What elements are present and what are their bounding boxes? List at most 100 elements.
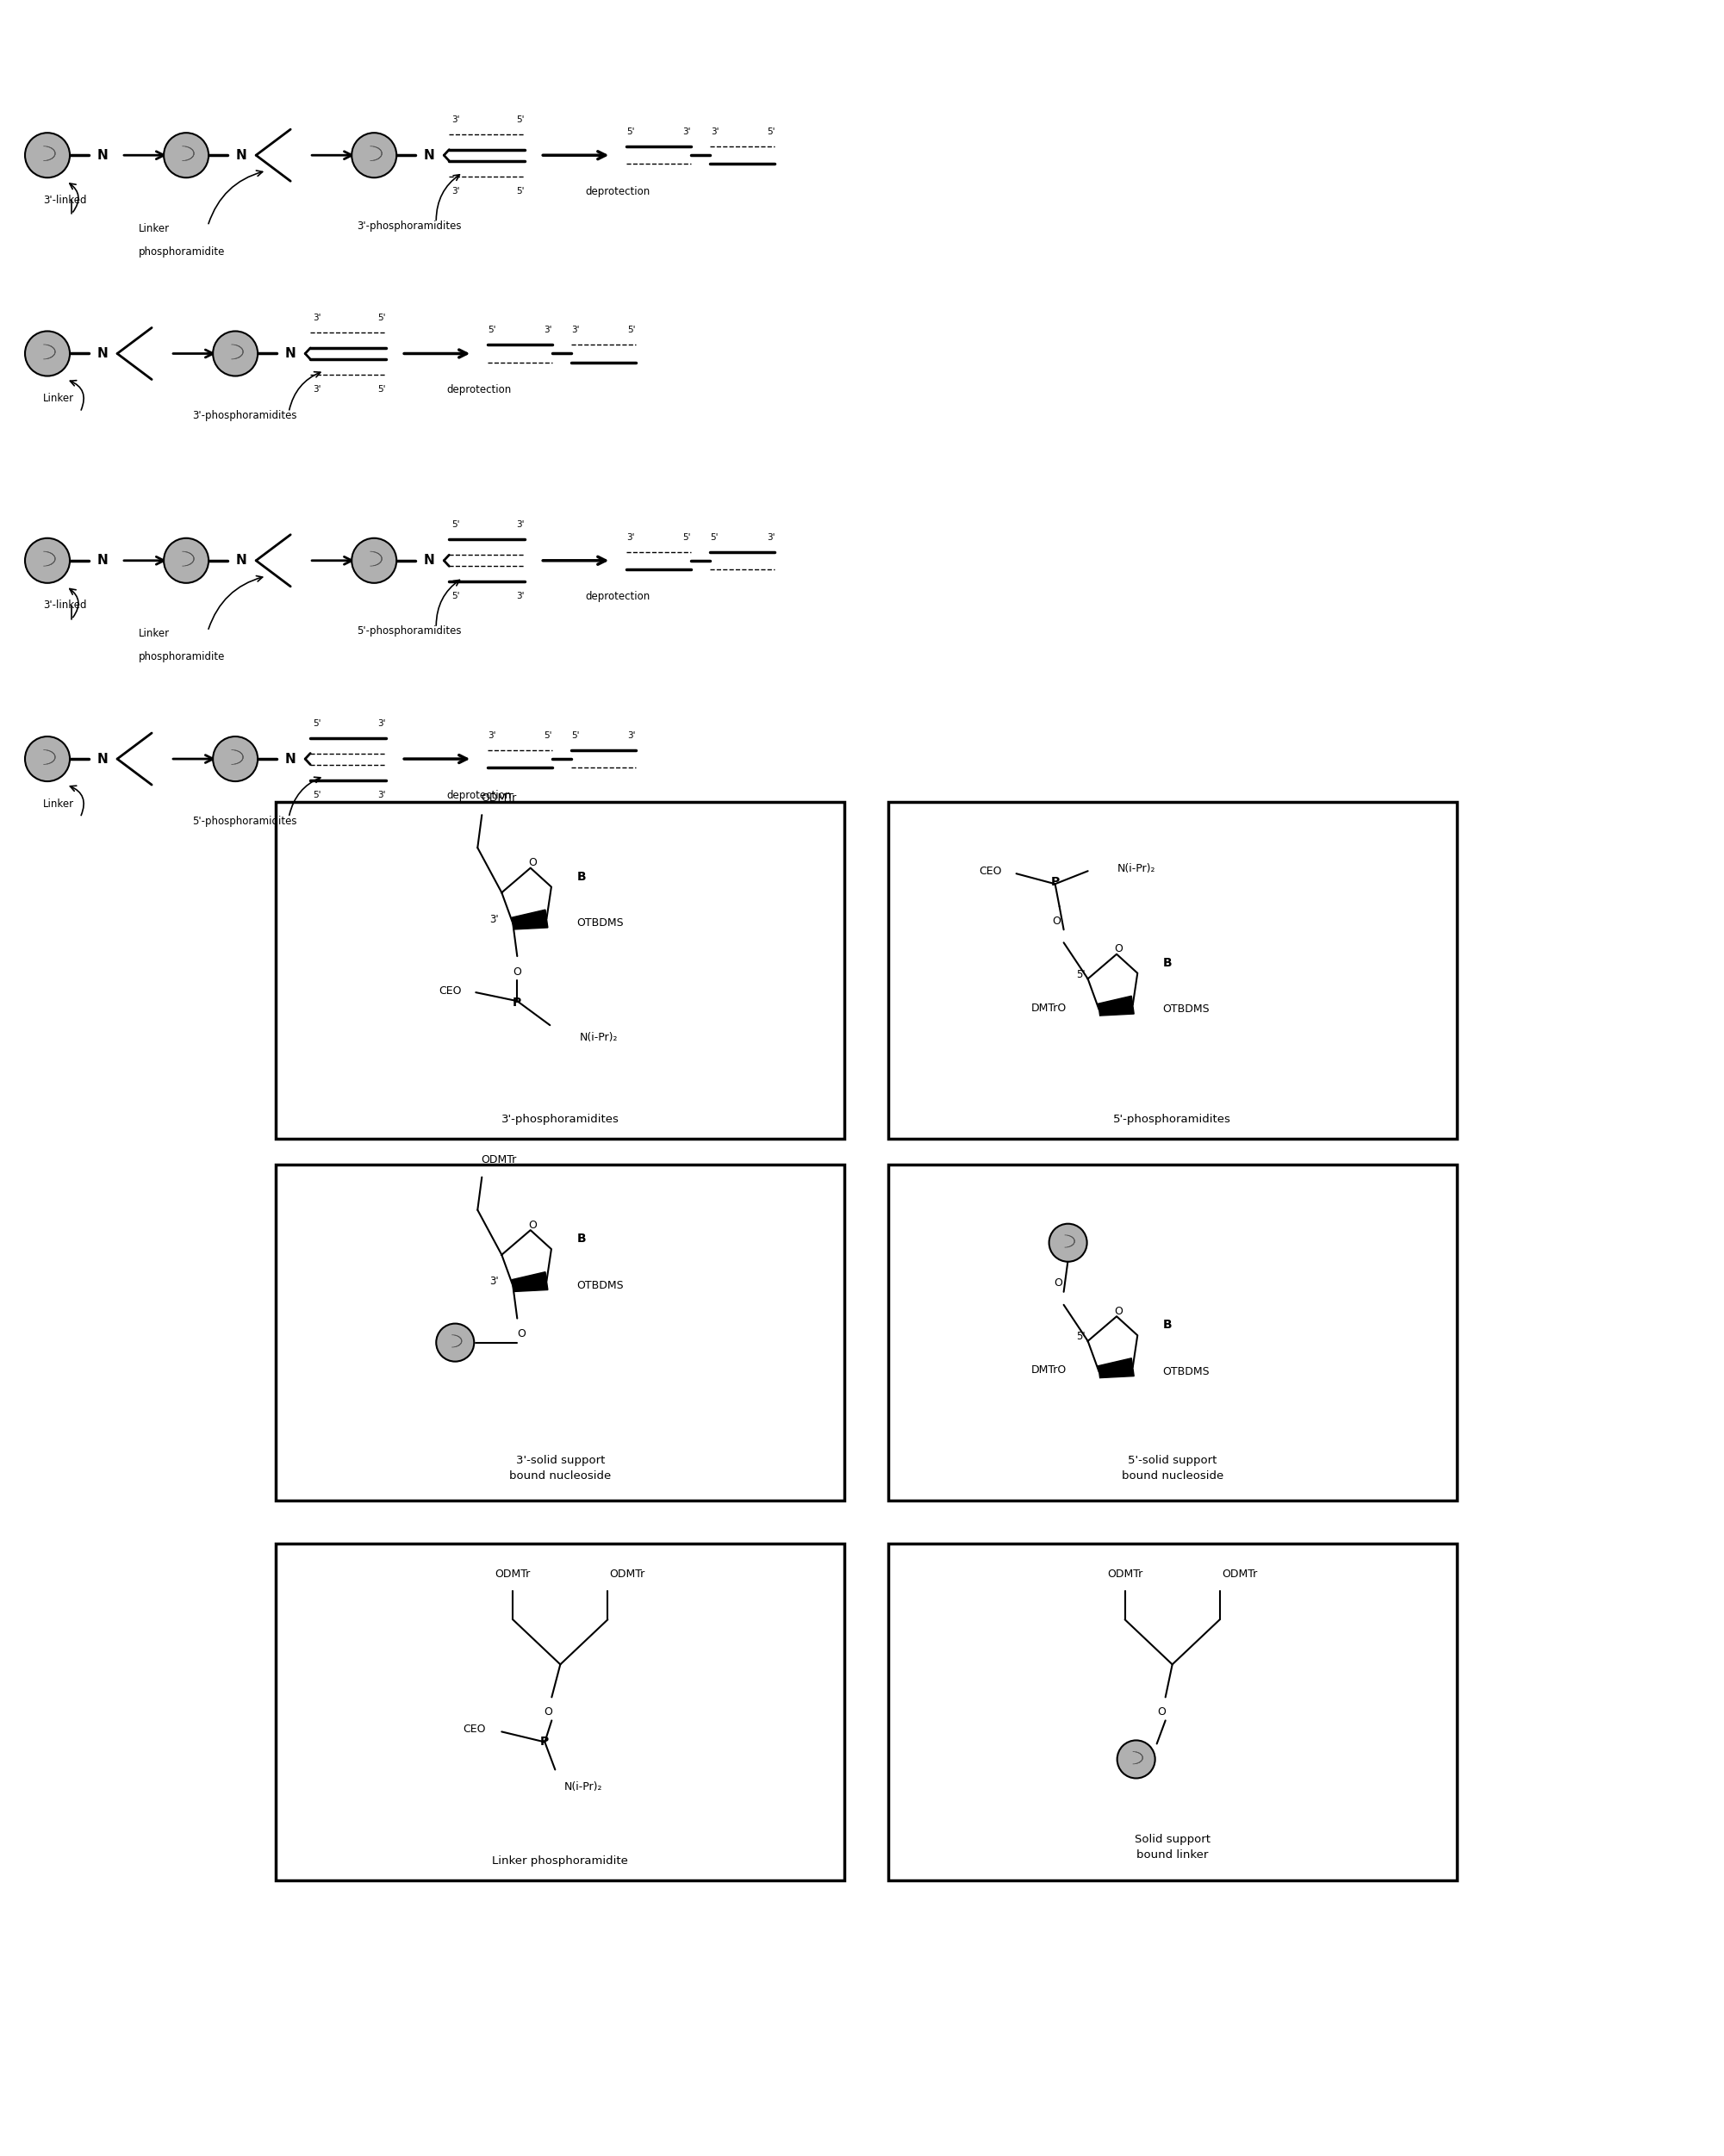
Text: B: B <box>578 1233 586 1244</box>
Text: 3': 3' <box>378 718 386 727</box>
Text: P: P <box>512 996 522 1009</box>
Text: OTBDMS: OTBDMS <box>1162 1367 1210 1378</box>
Text: 3': 3' <box>490 1276 498 1287</box>
Bar <box>276 1164 845 1501</box>
Text: N(i-Pr)₂: N(i-Pr)₂ <box>1117 862 1155 873</box>
Text: N: N <box>236 554 247 567</box>
Circle shape <box>214 332 259 375</box>
Text: N: N <box>284 752 297 765</box>
Text: ODMTr: ODMTr <box>481 791 517 804</box>
Text: N: N <box>236 149 247 162</box>
Text: deprotection: deprotection <box>586 591 650 602</box>
Text: 3'-linked: 3'-linked <box>43 194 86 205</box>
Text: 3'-linked: 3'-linked <box>43 599 86 610</box>
Bar <box>888 1164 1457 1501</box>
Text: N(i-Pr)₂: N(i-Pr)₂ <box>564 1781 602 1792</box>
Text: B: B <box>1164 1319 1172 1330</box>
Text: 3'-solid support
bound nucleoside: 3'-solid support bound nucleoside <box>509 1455 612 1481</box>
Text: O: O <box>545 1705 552 1718</box>
Text: 5'-solid support
bound nucleoside: 5'-solid support bound nucleoside <box>1121 1455 1224 1481</box>
Text: N: N <box>97 347 109 360</box>
Text: 5': 5' <box>517 188 524 196</box>
Polygon shape <box>512 1272 548 1291</box>
Polygon shape <box>1098 1358 1134 1378</box>
Polygon shape <box>1098 996 1134 1015</box>
Text: DMTrO: DMTrO <box>1031 1365 1067 1376</box>
Text: Linker phosphoramidite: Linker phosphoramidite <box>493 1856 628 1867</box>
Text: N: N <box>97 554 109 567</box>
Text: N(i-Pr)₂: N(i-Pr)₂ <box>579 1033 617 1044</box>
Text: 3': 3' <box>628 533 634 541</box>
Text: 5': 5' <box>628 127 634 136</box>
Text: 3': 3' <box>452 188 460 196</box>
Text: 5'-phosphoramidites: 5'-phosphoramidites <box>1114 1115 1231 1125</box>
Text: 5': 5' <box>572 731 579 740</box>
Text: O: O <box>1053 916 1060 927</box>
Circle shape <box>352 134 397 177</box>
Text: 5'-phosphoramidites: 5'-phosphoramidites <box>357 625 462 636</box>
Text: 5': 5' <box>314 718 321 727</box>
Text: ODMTr: ODMTr <box>1107 1567 1143 1580</box>
Text: Linker: Linker <box>140 627 171 640</box>
Text: 5': 5' <box>1076 968 1086 981</box>
Text: P: P <box>540 1736 550 1749</box>
Bar <box>276 1544 845 1880</box>
Text: DMTrO: DMTrO <box>1031 1003 1067 1013</box>
Text: 5': 5' <box>517 114 524 123</box>
Text: Linker: Linker <box>140 222 171 235</box>
Text: B: B <box>1164 957 1172 968</box>
Text: O: O <box>1055 1279 1062 1289</box>
Text: phosphoramidite: phosphoramidite <box>140 651 226 662</box>
Text: CEO: CEO <box>438 985 462 996</box>
Text: 3': 3' <box>452 114 460 123</box>
Polygon shape <box>512 910 548 929</box>
Bar <box>276 802 845 1138</box>
Text: O: O <box>1159 1705 1165 1718</box>
Circle shape <box>164 134 209 177</box>
Circle shape <box>214 737 259 780</box>
Text: Linker: Linker <box>43 392 74 403</box>
Text: 5': 5' <box>683 533 691 541</box>
Text: 3': 3' <box>628 731 636 740</box>
Text: 5': 5' <box>452 593 460 602</box>
Text: Linker: Linker <box>43 798 74 808</box>
Circle shape <box>436 1324 474 1363</box>
Circle shape <box>26 134 69 177</box>
Text: OTBDMS: OTBDMS <box>1162 1005 1210 1015</box>
Text: 5': 5' <box>314 791 321 800</box>
Circle shape <box>164 539 209 582</box>
Text: 5': 5' <box>628 326 636 334</box>
Text: 3': 3' <box>572 326 579 334</box>
Text: ODMTr: ODMTr <box>495 1567 531 1580</box>
Circle shape <box>26 332 69 375</box>
Text: 3'-phosphoramidites: 3'-phosphoramidites <box>357 220 462 231</box>
Text: 3': 3' <box>490 914 498 925</box>
Bar <box>888 1544 1457 1880</box>
Text: 3': 3' <box>767 533 774 541</box>
Text: ODMTr: ODMTr <box>481 1153 517 1166</box>
Circle shape <box>1117 1740 1155 1779</box>
Text: 5': 5' <box>378 386 386 395</box>
Text: 3': 3' <box>517 520 524 528</box>
Text: phosphoramidite: phosphoramidite <box>140 246 226 257</box>
Text: N: N <box>424 149 434 162</box>
Text: 5': 5' <box>710 533 719 541</box>
Text: B: B <box>578 871 586 882</box>
Text: ODMTr: ODMTr <box>1222 1567 1257 1580</box>
Text: deprotection: deprotection <box>447 384 512 395</box>
Text: deprotection: deprotection <box>586 185 650 196</box>
Text: 5': 5' <box>488 326 497 334</box>
Text: 3'-phosphoramidites: 3'-phosphoramidites <box>502 1115 619 1125</box>
Text: O: O <box>1114 944 1122 955</box>
Bar <box>888 802 1457 1138</box>
Text: O: O <box>528 1220 536 1231</box>
Text: Solid support
bound linker: Solid support bound linker <box>1134 1835 1210 1861</box>
Text: ODMTr: ODMTr <box>610 1567 645 1580</box>
Text: 3'-phosphoramidites: 3'-phosphoramidites <box>193 410 297 420</box>
Text: 5'-phosphoramidites: 5'-phosphoramidites <box>193 815 297 826</box>
Text: N: N <box>97 752 109 765</box>
Text: deprotection: deprotection <box>447 789 512 800</box>
Text: O: O <box>528 858 536 869</box>
Circle shape <box>1050 1225 1088 1261</box>
Text: O: O <box>514 966 521 977</box>
